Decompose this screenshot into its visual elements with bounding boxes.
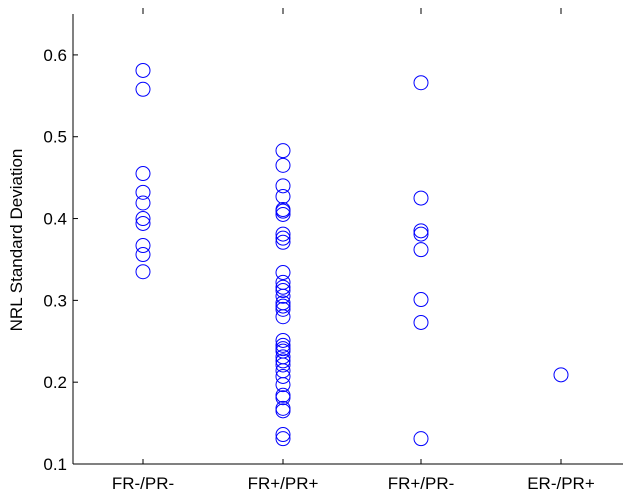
data-point <box>275 283 291 299</box>
data-point <box>275 377 291 393</box>
data-point <box>275 226 291 242</box>
data-point <box>275 298 291 314</box>
y-tick-label: 0.2 <box>43 373 67 392</box>
data-point <box>413 314 429 330</box>
data-point <box>275 403 291 419</box>
data-point <box>275 157 291 173</box>
data-point <box>135 215 151 231</box>
data-point <box>413 226 429 242</box>
data-point <box>275 143 291 159</box>
y-tick-label: 0.3 <box>43 291 67 310</box>
data-point <box>275 188 291 204</box>
data-point <box>135 247 151 263</box>
x-tick-label: FR+/PR- <box>388 474 455 491</box>
data-point <box>275 357 291 373</box>
data-point <box>275 234 291 250</box>
y-tick-label: 0.5 <box>43 128 67 147</box>
data-points <box>135 62 569 447</box>
data-point <box>135 184 151 200</box>
x-tick-label: ER-/PR+ <box>527 474 595 491</box>
data-point <box>413 242 429 258</box>
data-point <box>553 367 569 383</box>
data-point <box>275 431 291 447</box>
y-axis-label: NRL Standard Deviation <box>7 149 26 332</box>
y-tick-label: 0.4 <box>43 210 67 229</box>
data-point <box>275 203 291 219</box>
data-point <box>275 390 291 406</box>
y-tick-label: 0.1 <box>43 455 67 474</box>
data-point <box>413 223 429 239</box>
data-point <box>135 238 151 254</box>
data-point <box>275 288 291 304</box>
x-tick-label: FR+/PR+ <box>248 474 319 491</box>
data-point <box>413 292 429 308</box>
data-point <box>413 190 429 206</box>
data-point <box>275 427 291 443</box>
data-point <box>135 166 151 182</box>
data-point <box>275 353 291 369</box>
y-axis-ticks: 0.1 0.2 0.3 0.4 0.5 0.6 <box>43 46 78 474</box>
data-point <box>275 309 291 325</box>
plot-area <box>73 14 623 464</box>
data-point <box>275 332 291 348</box>
x-tick-label: FR-/PR- <box>112 474 174 491</box>
x-axis-ticks: FR-/PR- FR+/PR+ FR+/PR- ER-/PR+ <box>112 8 595 491</box>
data-point <box>135 62 151 78</box>
data-point <box>275 265 291 281</box>
data-point <box>275 337 291 353</box>
data-point <box>135 211 151 227</box>
data-point <box>275 301 291 317</box>
data-point <box>413 75 429 91</box>
y-tick-label: 0.6 <box>43 46 67 65</box>
data-point <box>135 81 151 97</box>
data-point <box>135 195 151 211</box>
data-point <box>275 368 291 384</box>
data-point <box>275 206 291 222</box>
data-point <box>275 178 291 194</box>
data-point <box>275 279 291 295</box>
data-point <box>275 230 291 246</box>
data-point <box>413 431 429 447</box>
data-point <box>135 264 151 280</box>
